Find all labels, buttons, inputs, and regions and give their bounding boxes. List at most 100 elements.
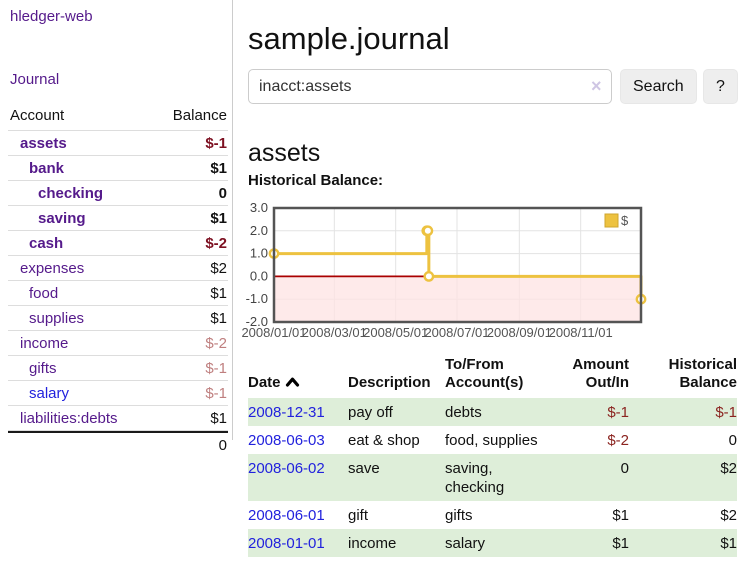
account-table-body: assets $-1 bank $1 checking 0 saving $1 cash $-2 e… <box>8 131 228 431</box>
account-row: food $1 <box>8 281 228 306</box>
svg-text:-2.0: -2.0 <box>246 314 268 329</box>
sidebar-divider <box>232 0 233 440</box>
sidebar-account-link[interactable]: saving <box>38 209 86 227</box>
account-balance: $1 <box>210 309 227 327</box>
sort-ascending-icon <box>285 374 300 392</box>
register-cell: saving, checking <box>445 460 505 496</box>
search-button[interactable]: Search <box>620 69 697 104</box>
svg-text:$: $ <box>621 213 629 228</box>
balance-column-header-register: Historical Balance <box>668 356 737 391</box>
svg-text:2008/11/01: 2008/11/01 <box>549 325 613 340</box>
svg-text:2008/07/01: 2008/07/01 <box>424 325 489 340</box>
accounts-column-header: To/From Account(s) <box>445 356 524 391</box>
register-cell: eat & shop <box>348 432 420 449</box>
help-button[interactable]: ? <box>703 69 738 104</box>
account-balance: $1 <box>210 209 227 227</box>
account-balance: $-2 <box>205 234 227 252</box>
register-cell: income <box>348 535 397 552</box>
sidebar-account-link[interactable]: assets <box>20 134 67 152</box>
balance-column-header: Balance <box>172 107 227 124</box>
account-row: bank $1 <box>8 156 228 181</box>
register-cell: $2 <box>720 460 737 477</box>
register-date-link[interactable]: 2008-01-01 <box>248 535 325 552</box>
sidebar-account-link[interactable]: checking <box>38 184 104 202</box>
account-balance-table: Account Balance assets $-1 bank $1 checking 0… <box>8 104 228 457</box>
register-cell: $-1 <box>715 404 737 421</box>
svg-text:2.0: 2.0 <box>250 223 268 238</box>
sidebar-account-link[interactable]: bank <box>29 159 65 177</box>
account-table-header: Account Balance <box>8 104 228 131</box>
sidebar-account-link[interactable]: supplies <box>29 309 85 327</box>
brand-link[interactable]: hledger-web <box>10 8 93 25</box>
register-cell: $-2 <box>607 432 629 449</box>
chart-title: Historical Balance: <box>248 172 384 189</box>
sidebar-account-link[interactable]: liabilities:debts <box>20 409 118 427</box>
account-balance: $1 <box>210 409 227 427</box>
account-row: salary $-1 <box>8 381 228 406</box>
sidebar-account-link[interactable]: income <box>20 334 69 352</box>
account-row: income $-2 <box>8 331 228 356</box>
sidebar-account-link[interactable]: gifts <box>29 359 57 377</box>
register-table: Date Description To/From Account(s) Amou… <box>248 356 737 557</box>
page-title: sample.journal <box>248 20 450 56</box>
register-cell: $1 <box>612 535 629 552</box>
svg-text:2008/09/01: 2008/09/01 <box>487 325 552 340</box>
register-cell: gift <box>348 507 369 524</box>
register-header-row: Date Description To/From Account(s) Amou… <box>248 356 737 398</box>
svg-text:-1.0: -1.0 <box>246 291 268 306</box>
register-date-link[interactable]: 2008-06-02 <box>248 460 325 477</box>
register-cell: debts <box>445 404 482 421</box>
sidebar-account-link[interactable]: food <box>29 284 59 302</box>
register-date-link[interactable]: 2008-06-03 <box>248 432 325 449</box>
register-cell: save <box>348 460 380 477</box>
search-input[interactable] <box>248 69 612 104</box>
register-date-link[interactable]: 2008-06-01 <box>248 507 325 524</box>
register-cell: 0 <box>728 432 737 449</box>
account-row: checking 0 <box>8 181 228 206</box>
register-cell: $2 <box>720 507 737 524</box>
clear-search-icon[interactable]: × <box>591 76 602 96</box>
account-row: assets $-1 <box>8 131 228 156</box>
account-total-row: 0 <box>8 431 228 457</box>
sidebar-account-link[interactable]: expenses <box>20 259 85 277</box>
account-balance: $-1 <box>205 134 227 152</box>
svg-text:2008/05/01: 2008/05/01 <box>363 325 428 340</box>
account-balance: $2 <box>210 259 227 277</box>
sidebar-account-link[interactable]: cash <box>29 234 64 252</box>
svg-text:3.0: 3.0 <box>250 200 268 215</box>
account-balance: $1 <box>210 159 227 177</box>
account-balance: $1 <box>210 284 227 302</box>
account-row: saving $1 <box>8 206 228 231</box>
register-row: 2008-12-31 pay off debts $-1 $-1 <box>248 398 737 426</box>
account-row: expenses $2 <box>8 256 228 281</box>
description-column-header: Description <box>348 374 431 391</box>
register-row: 2008-01-01 income salary $1 $1 <box>248 529 737 557</box>
register-cell: gifts <box>445 507 473 524</box>
account-heading: assets <box>248 138 321 167</box>
account-row: liabilities:debts $1 <box>8 406 228 431</box>
account-balance: $-1 <box>205 359 227 377</box>
register-cell: pay off <box>348 404 393 421</box>
account-balance: 0 <box>218 184 227 202</box>
account-row: cash $-2 <box>8 231 228 256</box>
historical-balance-chart: $3.0 2.0 1.0 0.0 -1.0 -2.0 2008/01/01 2008/03/0… <box>240 196 664 346</box>
account-row: gifts $-1 <box>8 356 228 381</box>
sidebar-item-journal[interactable]: Journal <box>10 71 60 88</box>
register-date-link[interactable]: 2008-12-31 <box>248 404 325 421</box>
account-row: supplies $1 <box>8 306 228 331</box>
date-column-header[interactable]: Date <box>248 356 348 398</box>
sidebar-account-link[interactable]: salary <box>29 384 70 402</box>
svg-text:2008/01/01: 2008/01/01 <box>241 325 306 340</box>
total-balance: 0 <box>218 436 227 454</box>
register-table-body: 2008-12-31 pay off debts $-1 $-1 2008-06-03 ea… <box>248 398 737 557</box>
register-cell: $1 <box>612 507 629 524</box>
svg-text:1.0: 1.0 <box>250 246 268 261</box>
register-cell: food, supplies <box>445 432 538 449</box>
amount-column-header: Amount Out/In <box>572 356 629 391</box>
register-cell: $1 <box>720 535 737 552</box>
register-cell: $-1 <box>607 404 629 421</box>
register-row: 2008-06-01 gift gifts $1 $2 <box>248 501 737 529</box>
register-row: 2008-06-02 save saving, checking 0 $2 <box>248 454 737 501</box>
register-row: 2008-06-03 eat & shop food, supplies $-2 0 <box>248 426 737 454</box>
